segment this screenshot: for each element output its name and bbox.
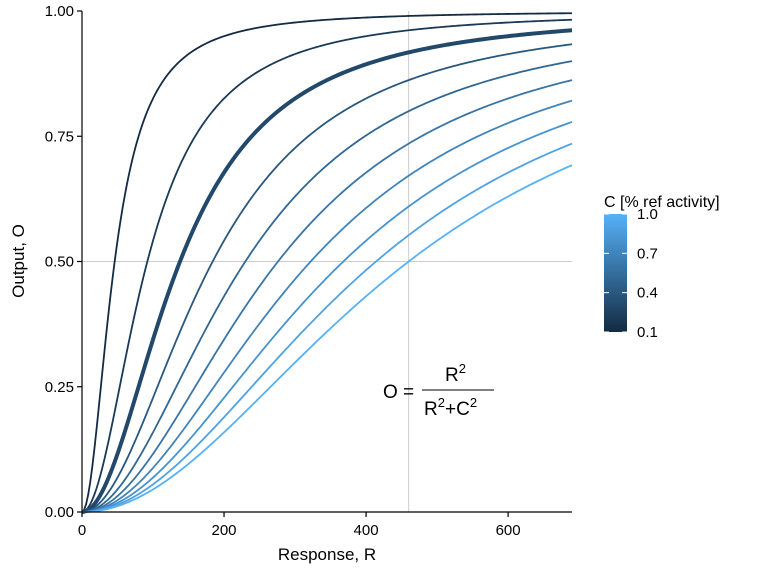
x-tick-label: 600 [496,522,521,539]
series-line-c-0_9 [81,142,573,513]
formula-equals: = [403,382,414,403]
y-tick-label: 0.25 [45,379,74,396]
series-line-c-0_3 [81,28,573,514]
series-line-c-0_6 [81,79,573,513]
x-tick-label: 400 [354,522,379,539]
y-axis-title: Output, O [9,224,28,298]
series-line-c-0_7 [81,99,573,513]
y-tick-label: 1.00 [45,3,74,20]
series-group [81,12,573,514]
formula-den-base2: C [456,399,470,420]
series-line-c-1 [81,164,573,513]
formula-num-exp: 2 [459,361,466,376]
formula-plus: + [445,399,456,420]
series-line-c-0_1 [81,12,573,513]
series-line-c-0_5 [81,60,573,513]
y-tick-label: 0.00 [45,504,74,521]
formula-lhs: O [383,382,398,403]
legend-label: 0.1 [637,324,658,341]
formula-den-exp2: 2 [470,395,477,410]
series-line-c-0_2 [81,18,573,513]
legend-label: 0.7 [637,245,658,262]
formula-numerator: R2 [445,361,466,386]
x-tick-label: 0 [78,522,86,539]
legend-title: C [% ref activity] [604,194,720,211]
formula-den-exp1: 2 [438,395,445,410]
formula-annotation: O = R2 R2+C2 [383,361,494,420]
legend: C [% ref activity] 1.0 0.7 0.4 0.1 [604,194,720,341]
legend-colorbar [604,214,627,332]
legend-ticks: 1.0 0.7 0.4 0.1 [604,206,658,341]
x-axis-title: Response, R [278,545,376,564]
series-line-c-0_4 [81,43,573,513]
y-tick-label: 0.75 [45,128,74,145]
series-line-c-0_8 [81,121,573,513]
legend-label: 0.4 [637,285,658,302]
formula-num-base: R [445,365,459,386]
formula-denominator: R2+C2 [424,395,477,420]
y-axis-ticks: 0.00 0.25 0.50 0.75 1.00 [45,3,82,521]
legend-label: 1.0 [637,206,658,223]
x-tick-label: 200 [212,522,237,539]
y-tick-label: 0.50 [45,254,74,271]
x-axis-ticks: 0 200 400 600 [78,512,521,539]
formula-den-base1: R [424,399,438,420]
